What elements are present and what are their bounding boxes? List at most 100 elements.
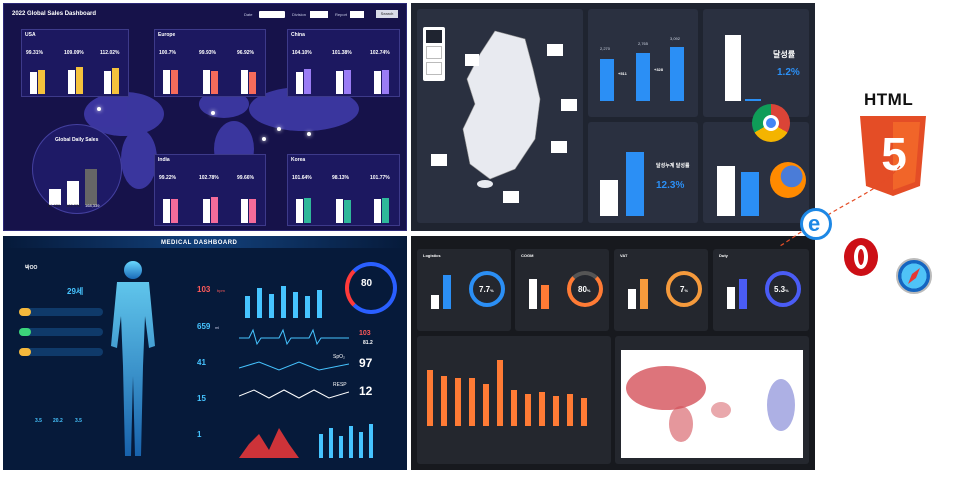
map-pin[interactable] [277, 127, 281, 131]
global-b3: 168,339 [85, 203, 100, 208]
logistics-value: 7.7 [479, 285, 491, 294]
value-103: 103 [359, 330, 371, 337]
usa-label: USA [25, 32, 36, 38]
sales-title: 2022 Global Sales Dashboard [12, 11, 97, 17]
hex-value: 3.5 [75, 418, 82, 424]
region-label[interactable] [551, 141, 567, 153]
bar [374, 199, 381, 223]
usa-value-2: 109.09% [64, 50, 84, 56]
rate2-label: 달성누계 달성률 [656, 163, 690, 169]
duty-card: Duty 5.3% [713, 249, 809, 331]
logistics-dashboard: Logistics 7.7% COGM 80% VAT 7% Duty 5.3% [411, 236, 815, 470]
trend-v3: 3,092 [670, 36, 681, 41]
medical-title: MEDICAL DASHBOARD [161, 240, 238, 246]
report-label: Report [335, 12, 348, 17]
bar [38, 70, 45, 94]
bar [249, 199, 256, 223]
medical-bar-chart [245, 286, 322, 318]
china-value-2: 101.38% [332, 50, 352, 56]
map-card [417, 9, 583, 223]
region-label[interactable] [547, 44, 563, 56]
region-label[interactable] [431, 154, 447, 166]
bar [49, 189, 61, 205]
europe-card: Europe 100.7% 99.93% 96.92% [154, 29, 266, 97]
region-label[interactable] [561, 99, 577, 111]
percent-sign: % [490, 288, 494, 293]
map-area [621, 350, 803, 458]
percent-sign: % [785, 288, 789, 293]
bar [104, 71, 111, 94]
patient-name: 박OO [25, 265, 38, 271]
india-value-3: 99.66% [237, 175, 254, 181]
filter-option[interactable] [426, 30, 442, 43]
china-value-3: 102.74% [370, 50, 390, 56]
division-label: Division [292, 12, 307, 17]
bar [68, 70, 75, 94]
map-pin[interactable] [211, 111, 215, 115]
global-b2: 102,376 [66, 203, 81, 208]
bar [344, 70, 351, 94]
bar [628, 289, 636, 309]
trend-v2: 2,765 [638, 41, 649, 46]
bar [741, 172, 759, 216]
europe-label: Europe [158, 32, 176, 38]
bar-chart-card [417, 336, 611, 464]
bar [670, 47, 684, 101]
patient-age: 29세 [67, 287, 84, 296]
spo2-label: SpO₂ [333, 354, 345, 360]
duty-label: Duty [719, 253, 728, 258]
bar [600, 59, 614, 101]
filter-option[interactable] [426, 62, 442, 75]
india-label: India [158, 157, 170, 163]
date-input[interactable] [259, 11, 285, 18]
korea-card: Korea 101.64% 98.13% 101.77% [287, 154, 400, 226]
bar [241, 199, 248, 223]
map-pin[interactable] [307, 132, 311, 136]
status-bar [19, 348, 103, 356]
bar [67, 181, 79, 205]
division-select[interactable] [310, 11, 328, 18]
html5-label: HTML [864, 90, 914, 109]
map-pin[interactable] [97, 107, 101, 111]
stomach-value: 41 [197, 358, 206, 367]
resp-label: RESP [333, 382, 347, 388]
heart-rate-unit: bpm [217, 288, 225, 293]
bar [112, 68, 119, 94]
logistics-ring: 7.7% [469, 271, 505, 307]
cumulative-card: 달성누계 달성률 12.3% [588, 122, 698, 223]
opera-ring [854, 245, 868, 269]
bar [203, 199, 210, 223]
filter-option[interactable] [426, 46, 442, 59]
status-bar [19, 328, 103, 336]
usa-value-1: 99.31% [26, 50, 43, 56]
duty-value: 5.3 [774, 285, 786, 294]
europe-value-1: 100.7% [159, 50, 176, 56]
korea-value-1: 101.64% [292, 175, 312, 181]
search-button[interactable]: Search [376, 10, 398, 18]
waveforms [239, 328, 349, 399]
bar [344, 200, 351, 223]
map-pin[interactable] [262, 137, 266, 141]
value-812: 81.2 [363, 340, 373, 346]
opera-icon [844, 238, 878, 276]
china-label: China [291, 32, 305, 38]
lung-unit: ml [215, 325, 220, 330]
bar [382, 198, 389, 223]
korea-label: Korea [291, 157, 306, 163]
connector-line [779, 165, 901, 247]
heart-rate-value: 103 [197, 285, 211, 294]
bar [636, 53, 650, 101]
logistics-card: Logistics 7.7% [417, 249, 511, 331]
bar [382, 70, 389, 94]
bar [443, 275, 451, 309]
map-filter[interactable] [423, 27, 445, 81]
firefox-icon [770, 162, 806, 198]
rate2-value: 12.3% [656, 180, 685, 191]
rate-card: 달성률 1.2% [703, 9, 809, 117]
region-label[interactable] [503, 191, 519, 203]
lung-value: 659 [197, 322, 211, 331]
region-label[interactable] [465, 54, 479, 66]
html5-digit: 5 [881, 128, 907, 180]
trend-d1: +511 [618, 71, 627, 76]
report-select[interactable] [350, 11, 364, 18]
